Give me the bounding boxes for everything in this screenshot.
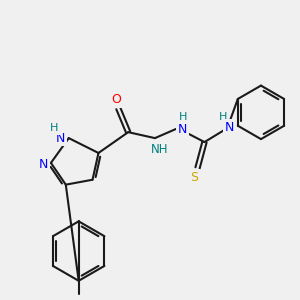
Text: S: S bbox=[190, 171, 199, 184]
Text: N: N bbox=[225, 121, 234, 134]
Text: NH: NH bbox=[151, 142, 169, 155]
Text: O: O bbox=[111, 93, 121, 106]
Text: N: N bbox=[178, 123, 188, 136]
Text: H: H bbox=[178, 112, 187, 122]
Text: H: H bbox=[219, 112, 227, 122]
Text: H: H bbox=[50, 123, 58, 133]
Text: N: N bbox=[56, 132, 65, 145]
Text: N: N bbox=[38, 158, 48, 171]
